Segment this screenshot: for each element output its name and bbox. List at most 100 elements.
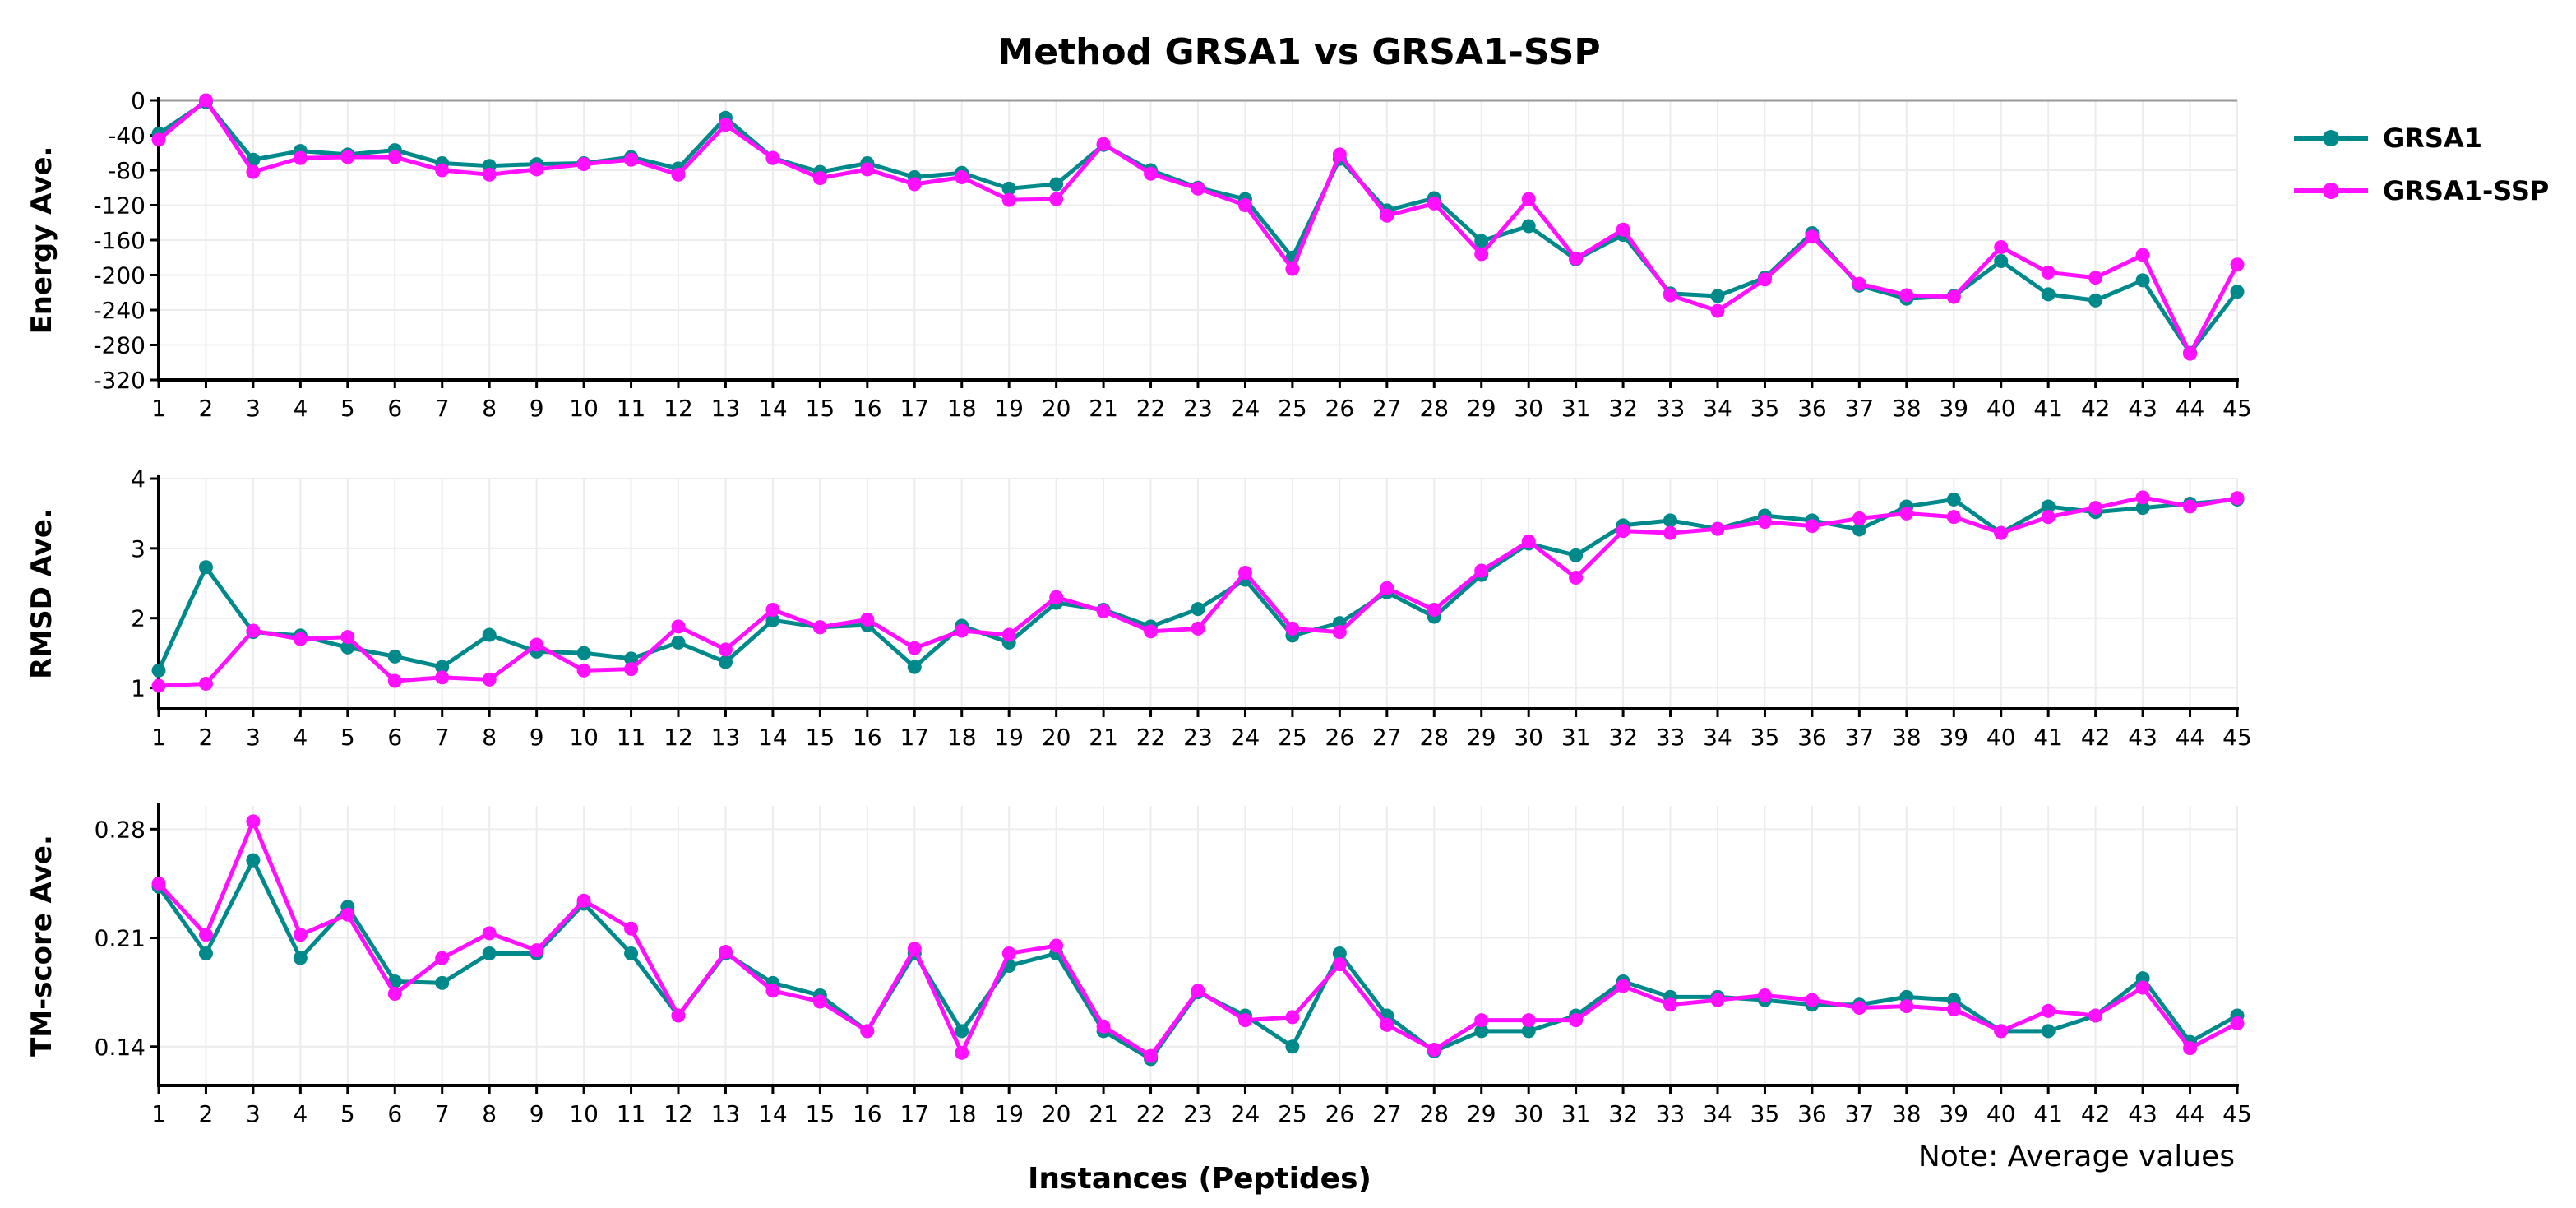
x-tick-label: 35 [1750,395,1780,422]
x-tick-label: 33 [1656,395,1686,422]
data-point-grsa1-ssp [1852,1001,1866,1016]
x-tick-label: 8 [482,724,497,751]
data-point-grsa1 [435,660,450,674]
x-tick-label: 32 [1608,724,1638,751]
data-point-grsa1-ssp [1001,627,1016,642]
x-tick-label: 25 [1278,1100,1307,1127]
x-tick-label: 31 [1561,395,1591,422]
x-tick-label: 39 [1939,1100,1968,1127]
x-tick-label: 34 [1703,395,1732,422]
panel-tm-score-ave: 0.140.210.281 2 3 4 5 6 7 8 9 10 11 12 13 14 15 16 17 18 1… [25,803,2252,1127]
data-point-grsa1-ssp [530,162,544,177]
x-tick-label: 28 [1419,395,1449,422]
x-tick-label: 35 [1750,724,1780,751]
x-tick-label: 34 [1703,1100,1732,1127]
x-tick-label: 38 [1892,395,1922,422]
data-point-grsa1 [340,640,355,655]
x-tick-label: 31 [1561,724,1591,751]
data-point-grsa1 [1521,1024,1536,1039]
x-tick-label: 23 [1183,395,1213,422]
data-point-grsa1-ssp [812,171,827,186]
data-point-grsa1-ssp [1663,288,1678,303]
x-tick-label: 43 [2128,1100,2157,1127]
data-point-grsa1-ssp [1757,988,1772,1002]
data-point-grsa1-ssp [1710,303,1725,318]
data-point-grsa1-ssp [246,623,261,638]
data-point-grsa1-ssp [1096,137,1111,151]
x-tick-label: 15 [806,1100,835,1127]
y-tick-label: 0.21 [95,925,146,952]
x-tick-label: 44 [2176,724,2205,751]
legend-marker-grsa1-ssp [2323,183,2339,199]
data-point-grsa1 [1946,492,1961,507]
x-tick-label: 20 [1042,1100,1071,1127]
data-point-grsa1 [1852,522,1866,537]
data-point-grsa1-ssp [2135,248,2150,262]
x-tick-label: 34 [1703,724,1732,751]
x-tick-label: 32 [1608,1100,1638,1127]
x-axis-label: Instances (Peptides) [1028,1162,1371,1196]
data-point-grsa1-ssp [1899,999,1914,1014]
x-tick-label: 32 [1608,395,1638,422]
x-tick-label: 44 [2176,395,2205,422]
data-point-grsa1-ssp [1001,946,1016,960]
data-point-grsa1-ssp [955,170,969,184]
x-tick-label: 3 [246,1100,261,1127]
data-point-grsa1 [955,1024,969,1039]
x-tick-label: 45 [2222,395,2252,422]
data-point-grsa1 [246,853,261,868]
data-point-grsa1-ssp [812,994,827,1009]
data-point-grsa1-ssp [1332,625,1347,640]
x-tick-label: 24 [1231,724,1260,751]
data-point-grsa1-ssp [955,623,969,638]
x-tick-label: 29 [1467,724,1496,751]
data-point-grsa1-ssp [1332,147,1347,162]
data-point-grsa1-ssp [1569,251,1584,266]
legend-marker-grsa1 [2323,130,2339,146]
data-point-grsa1-ssp [1852,276,1866,291]
x-tick-label: 12 [664,724,693,751]
data-point-grsa1-ssp [1474,563,1489,578]
chart-legend: GRSA1 GRSA1-SSP [2294,123,2549,206]
data-point-grsa1-ssp [1994,1024,2009,1039]
data-point-grsa1-ssp [1474,247,1489,262]
data-point-grsa1-ssp [293,150,308,165]
x-tick-label: 21 [1089,724,1118,751]
x-tick-label: 9 [530,1100,544,1127]
data-point-grsa1 [1663,513,1678,528]
data-point-grsa1-ssp [198,676,213,691]
data-point-grsa1-ssp [387,150,402,164]
data-point-grsa1 [1710,289,1725,303]
data-point-grsa1 [2230,285,2245,299]
data-point-grsa1 [2041,287,2056,302]
data-point-grsa1-ssp [1899,288,1914,303]
data-point-grsa1-ssp [671,1008,686,1023]
legend-entry-grsa1-ssp: GRSA1-SSP [2294,175,2549,206]
x-tick-label: 30 [1514,1100,1543,1127]
data-point-grsa1 [293,951,308,965]
data-point-grsa1-ssp [530,637,544,652]
data-point-grsa1-ssp [1616,222,1630,237]
y-tick-label: -160 [93,227,146,254]
data-point-grsa1-ssp [1805,519,1820,534]
x-tick-label: 43 [2128,724,2157,751]
x-tick-label: 9 [530,395,544,422]
data-point-grsa1 [1049,177,1064,192]
x-tick-label: 29 [1467,395,1496,422]
data-point-grsa1-ssp [1521,192,1536,206]
data-point-grsa1-ssp [812,620,827,635]
legend-entry-grsa1: GRSA1 [2294,123,2482,154]
x-tick-label: 7 [435,1100,450,1127]
data-point-grsa1-ssp [1427,603,1441,618]
x-tick-label: 12 [664,1100,693,1127]
x-tick-label: 11 [617,395,646,422]
data-point-grsa1-ssp [530,943,544,958]
data-point-grsa1-ssp [718,118,733,132]
data-point-grsa1-ssp [907,177,922,192]
data-point-grsa1-ssp [1663,997,1678,1012]
x-tick-label: 40 [1986,395,2016,422]
x-tick-label: 15 [806,395,835,422]
data-point-grsa1-ssp [1191,181,1205,196]
data-point-grsa1 [765,613,780,627]
